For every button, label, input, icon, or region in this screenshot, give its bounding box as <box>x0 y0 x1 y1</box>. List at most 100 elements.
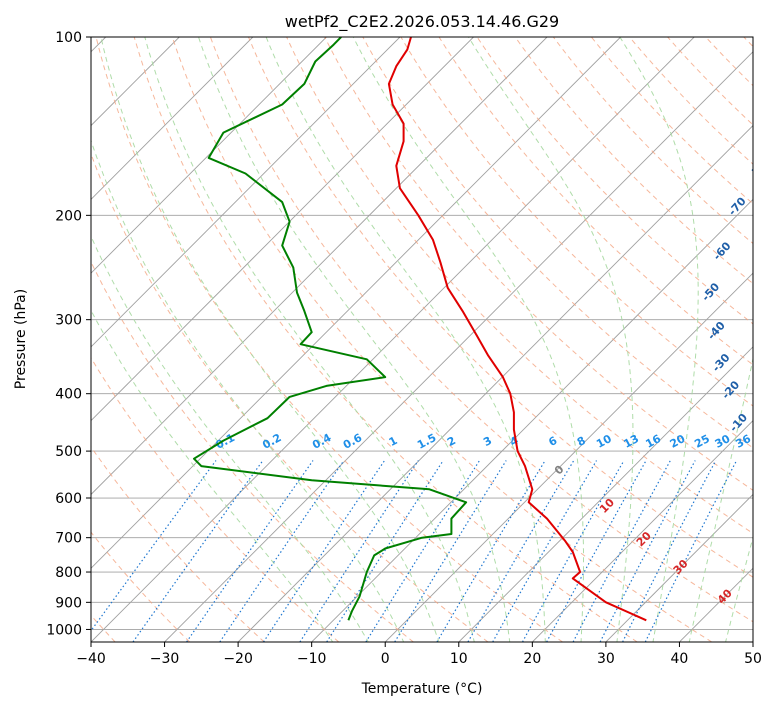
dry-adiabat-label: -90 <box>767 106 775 130</box>
dry-adiabat-label: -60 <box>711 239 734 263</box>
chart-title: wetPf2_C2E2.2026.053.14.46.G29 <box>285 12 559 32</box>
moist-adiabat-line <box>91 139 405 642</box>
y-tick-label: 500 <box>55 444 82 460</box>
plot-frame <box>90 36 754 643</box>
moist-adiabat-label: 10 <box>597 496 617 516</box>
dry-adiabat-label: -80 <box>747 152 770 176</box>
dry-adiabat-line <box>171 37 713 642</box>
moist-adiabat-line <box>688 356 753 642</box>
x-tick-label: 0 <box>381 651 390 667</box>
dry-adiabat-line <box>286 37 753 534</box>
isotherm-line <box>91 37 621 569</box>
dry-adiabat-line <box>514 37 753 285</box>
dry-adiabat-line <box>438 37 753 366</box>
x-tick-label: 20 <box>523 651 541 667</box>
dry-adiabat-line <box>743 37 753 48</box>
isotherm-line <box>91 37 327 274</box>
x-tick-label: 50 <box>744 651 762 667</box>
x-tick-label: 40 <box>671 651 689 667</box>
dry-adiabat-line <box>552 37 753 245</box>
y-tick-label: 800 <box>55 565 82 581</box>
isotherm-line <box>384 272 753 642</box>
dry-adiabat-line <box>209 37 753 623</box>
moist-adiabat-line <box>619 37 699 642</box>
mixing-ratio-line <box>326 460 444 642</box>
sounding-profiles <box>193 37 647 622</box>
mixing-ratio-line <box>132 460 264 642</box>
moist-adiabat-line <box>91 235 369 642</box>
dry-adiabat-line <box>324 37 753 491</box>
isotherm-line <box>91 37 254 200</box>
mixing-ratio-line <box>599 460 696 642</box>
x-tick-label: −40 <box>76 651 106 667</box>
mixing-ratio-line <box>644 460 738 642</box>
y-tick-label: 400 <box>55 387 82 403</box>
mixing-ratio-line <box>365 460 481 642</box>
dry-adiabat-line <box>362 37 753 449</box>
moist-adiabat-line <box>91 309 334 642</box>
isotherm-line <box>91 37 401 348</box>
isotherm-line <box>679 567 753 642</box>
mixing-ratio-label: 10 <box>594 432 614 451</box>
x-axis: −40 −30 −20 −10 0 10 20 30 40 50 <box>76 642 762 667</box>
dry-adiabat-line <box>91 260 414 642</box>
dry-adiabat-line <box>248 37 753 578</box>
x-tick-label: −20 <box>223 651 253 667</box>
moist-adiabat-line <box>467 37 634 642</box>
y-tick-label: 200 <box>55 208 82 224</box>
mixing-ratio-line <box>262 460 386 642</box>
y-axis: 100 200 300 400 500 600 700 800 900 1000 <box>46 30 91 638</box>
background-lines <box>91 37 753 642</box>
mixing-ratio-label: 20 <box>668 432 688 451</box>
isotherm-line <box>164 51 753 642</box>
dry-adiabat-line <box>95 37 563 642</box>
isotherm-line <box>91 37 474 422</box>
mixing-ratio-line <box>436 460 546 642</box>
mixing-ratio-line <box>521 460 625 642</box>
mixing-ratio-label: 3 <box>481 434 494 449</box>
y-tick-label: 700 <box>55 531 82 547</box>
mixing-ratio-label: 0.6 <box>341 431 365 452</box>
moist-adiabat-line <box>100 37 440 642</box>
moist-adiabat-line <box>144 37 475 642</box>
isotherm-line <box>605 493 753 642</box>
isotherm-line <box>458 346 753 642</box>
dry-adiabat-label: -20 <box>719 378 742 402</box>
mixing-ratio-line <box>546 460 647 642</box>
mixing-ratio-label: 1.5 <box>415 431 438 452</box>
mixing-ratio-label: 36 <box>733 432 753 451</box>
isotherm-line <box>91 37 548 496</box>
mixing-ratio-line <box>572 460 671 642</box>
isotherm-line <box>91 37 695 642</box>
dry-adiabat-label: -70 <box>726 194 749 218</box>
y-tick-label: 600 <box>55 491 82 507</box>
x-tick-label: −30 <box>150 651 180 667</box>
mixing-ratio-label: 30 <box>713 432 733 451</box>
dry-adiabat-line <box>476 37 753 325</box>
temperature-profile <box>387 37 647 622</box>
y-tick-label: 1000 <box>46 622 82 638</box>
moist-adiabat-label: 20 <box>634 529 654 549</box>
x-tick-label: −10 <box>297 651 327 667</box>
dry-adiabat-line <box>91 152 489 642</box>
y-tick-label: 300 <box>55 313 82 329</box>
x-tick-label: 10 <box>450 651 468 667</box>
mixing-ratio-label: 0.1 <box>214 431 237 452</box>
moist-adiabat-line <box>352 37 584 642</box>
mixing-ratio-label: 25 <box>692 432 712 451</box>
isotherm-line <box>532 420 753 642</box>
dry-adiabat-line <box>91 356 340 642</box>
mixing-ratio-label: 1 <box>387 434 400 449</box>
y-tick-label: 100 <box>55 30 82 46</box>
mixing-ratio-label: 2 <box>445 434 458 449</box>
mixing-ratio-label: 0.2 <box>260 431 283 452</box>
mixing-ratio-line <box>467 460 575 642</box>
mixing-ratio-line <box>394 460 507 642</box>
mixing-ratio-line <box>299 460 419 642</box>
dry-adiabat-line <box>591 37 753 205</box>
y-tick-label: 900 <box>55 595 82 611</box>
y-axis-label: Pressure (hPa) <box>13 289 29 389</box>
dry-adiabat-label: -40 <box>705 319 728 343</box>
mixing-ratio-line <box>219 460 345 642</box>
